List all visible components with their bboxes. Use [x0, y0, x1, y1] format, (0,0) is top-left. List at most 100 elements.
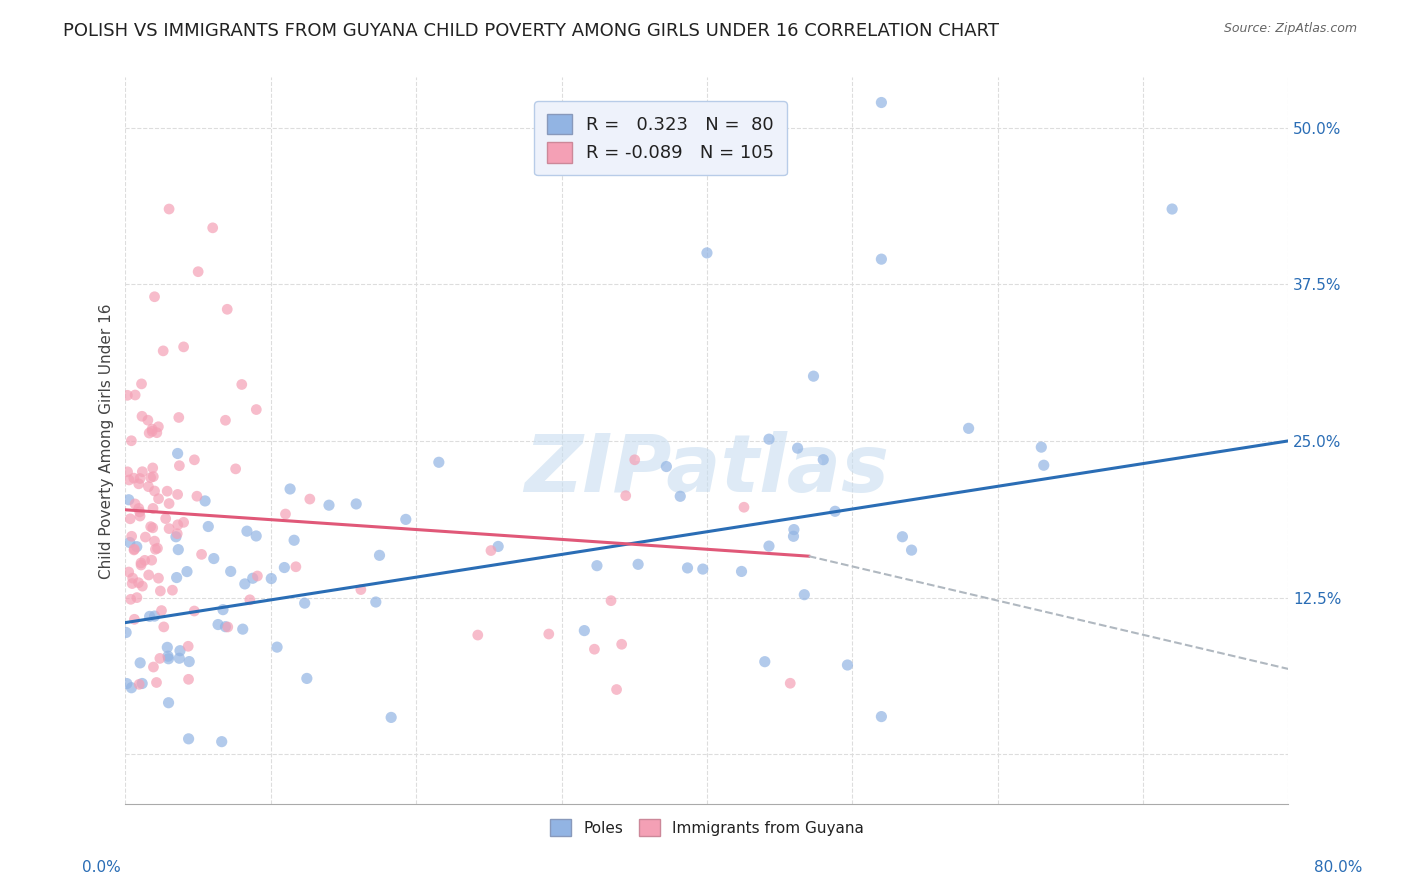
Point — [128, 575, 150, 590]
Point — [283, 533, 305, 548]
Point — [298, 491, 321, 506]
Text: 0.0%: 0.0% — [82, 860, 121, 874]
Point — [120, 512, 142, 526]
Point — [149, 584, 172, 599]
Point — [157, 497, 180, 511]
Text: ZIPatlas: ZIPatlas — [524, 431, 890, 509]
Point — [219, 565, 242, 579]
Point — [136, 413, 159, 427]
Point — [232, 622, 254, 636]
Point — [190, 547, 212, 561]
Text: Source: ZipAtlas.com: Source: ZipAtlas.com — [1223, 22, 1357, 36]
Point — [129, 558, 152, 572]
Point — [129, 656, 152, 670]
Point — [202, 551, 225, 566]
Point — [179, 655, 201, 669]
Point — [166, 487, 188, 501]
Point — [169, 458, 191, 473]
Point — [214, 413, 236, 427]
Point — [793, 588, 815, 602]
Point — [217, 302, 239, 317]
Point — [824, 504, 846, 518]
Point — [142, 469, 165, 483]
Point — [669, 489, 692, 503]
Point — [284, 559, 307, 574]
Point — [266, 640, 288, 654]
Point — [166, 517, 188, 532]
Point — [124, 612, 146, 626]
Point — [118, 492, 141, 507]
Point — [117, 465, 139, 479]
Point — [117, 388, 139, 402]
Point — [260, 572, 283, 586]
Point — [176, 565, 198, 579]
Legend: Poles, Immigrants from Guyana: Poles, Immigrants from Guyana — [543, 811, 872, 844]
Point — [128, 505, 150, 519]
Point — [120, 592, 142, 607]
Point — [129, 509, 152, 524]
Point — [128, 677, 150, 691]
Point — [586, 558, 609, 573]
Point — [125, 591, 148, 605]
Point — [395, 512, 418, 526]
Point — [131, 465, 153, 479]
Point — [173, 516, 195, 530]
Point — [152, 343, 174, 358]
Point — [676, 561, 699, 575]
Point — [142, 461, 165, 475]
Point — [156, 640, 179, 655]
Point — [166, 570, 188, 584]
Point — [600, 593, 623, 607]
Point — [183, 452, 205, 467]
Point — [124, 542, 146, 557]
Point — [155, 511, 177, 525]
Point — [177, 673, 200, 687]
Point — [380, 710, 402, 724]
Point — [177, 731, 200, 746]
Point — [900, 543, 922, 558]
Point — [124, 388, 146, 402]
Point — [211, 734, 233, 748]
Point — [129, 471, 152, 485]
Point — [143, 534, 166, 549]
Point — [157, 202, 180, 216]
Point — [1032, 458, 1054, 473]
Point — [157, 652, 180, 666]
Point — [152, 620, 174, 634]
Point — [318, 498, 340, 512]
Point — [368, 549, 391, 563]
Point — [273, 560, 295, 574]
Point — [350, 582, 373, 597]
Point — [139, 519, 162, 533]
Y-axis label: Child Poverty Among Girls Under 16: Child Poverty Among Girls Under 16 — [100, 303, 114, 579]
Point — [245, 402, 267, 417]
Point — [157, 649, 180, 664]
Point — [197, 519, 219, 533]
Point — [120, 434, 142, 448]
Text: POLISH VS IMMIGRANTS FROM GUYANA CHILD POVERTY AMONG GIRLS UNDER 16 CORRELATION : POLISH VS IMMIGRANTS FROM GUYANA CHILD P… — [63, 22, 1000, 40]
Point — [614, 489, 637, 503]
Point — [115, 625, 138, 640]
Point — [148, 491, 170, 506]
Point — [139, 470, 162, 484]
Point — [212, 602, 235, 616]
Point — [246, 569, 269, 583]
Point — [344, 497, 367, 511]
Point — [145, 542, 167, 557]
Point — [574, 624, 596, 638]
Point — [803, 369, 825, 384]
Point — [486, 540, 509, 554]
Point — [138, 480, 160, 494]
Point — [479, 543, 502, 558]
Point — [870, 95, 893, 110]
Point — [145, 675, 167, 690]
Point — [167, 410, 190, 425]
Point — [730, 565, 752, 579]
Point — [891, 530, 914, 544]
Point — [201, 220, 224, 235]
Point — [207, 617, 229, 632]
Point — [143, 609, 166, 624]
Point — [754, 655, 776, 669]
Point — [233, 577, 256, 591]
Point — [278, 482, 301, 496]
